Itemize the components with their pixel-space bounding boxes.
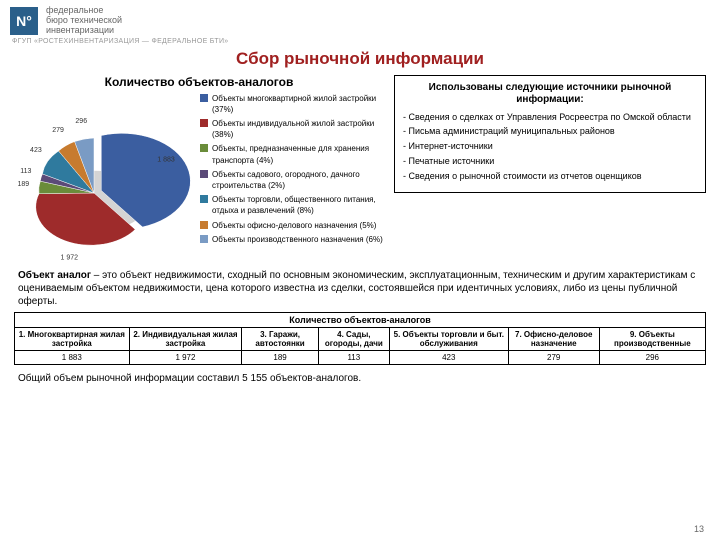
sources-title: Использованы следующие источники рыночно… (403, 82, 697, 106)
table-col-header: 1. Многоквартирная жилая застройка (15, 327, 130, 350)
analogs-table: Количество объектов-аналогов 1. Многоква… (14, 312, 706, 365)
pie-slice-label: 189 (18, 180, 30, 187)
pie-slice-label: 279 (52, 126, 64, 133)
page-number: 13 (694, 524, 704, 534)
table-row: 1 8831 972189113423279296 (15, 350, 706, 364)
legend-label: Объекты садового, огородного, дачного ст… (212, 169, 384, 191)
source-item: - Письма администраций муниципальных рай… (403, 126, 697, 137)
pie-slice-label: 423 (30, 147, 42, 154)
legend-item: Объекты офисно-делового назначения (5%) (200, 220, 384, 231)
legend-swatch (200, 221, 208, 229)
tagline: ФГУП «РОСТЕХИНВЕНТАРИЗАЦИЯ — ФЕДЕРАЛЬНОЕ… (12, 38, 710, 45)
table-cell: 423 (389, 350, 508, 364)
legend-swatch (200, 195, 208, 203)
table-cell: 279 (508, 350, 599, 364)
table-cell: 296 (599, 350, 705, 364)
pie-slice-label: 113 (20, 168, 31, 175)
definition-paragraph: Объект аналог – это объект недвижимости,… (0, 263, 720, 310)
source-item: - Сведения о сделках от Управления Росре… (403, 112, 697, 123)
legend-item: Объекты многоквартирной жилой застройки … (200, 93, 384, 115)
table-cell: 1 972 (129, 350, 242, 364)
table-cell: 189 (242, 350, 319, 364)
table-col-header: 9. Объекты производственные (599, 327, 705, 350)
definition-body: – это объект недвижимости, сходный по ос… (18, 270, 695, 307)
chart-column: Количество объектов-аналогов 1 8831 9721… (14, 75, 384, 263)
legend-label: Объекты, предназначенные для хранения тр… (212, 143, 384, 165)
source-item: - Интернет-источники (403, 141, 697, 152)
table-col-header: 4. Сады, огороды, дачи (318, 327, 389, 350)
sources-box: Использованы следующие источники рыночно… (394, 75, 706, 193)
legend-item: Объекты индивидуальной жилой застройки (… (200, 118, 384, 140)
pie-chart: 1 883 1 972 189 113 423 279 296 (14, 93, 194, 263)
table-body: 1 8831 972189113423279296 (15, 350, 706, 364)
sources-list: - Сведения о сделках от Управления Росре… (403, 112, 697, 182)
table-col-header: 2. Индивидуальная жилая застройка (129, 327, 242, 350)
org-name: федеральное бюро технической инвентариза… (46, 6, 122, 36)
legend-label: Объекты торговли, общественного питания,… (212, 194, 384, 216)
legend-item: Объекты, предназначенные для хранения тр… (200, 143, 384, 165)
table-col-header: 3. Гаражи, автостоянки (242, 327, 319, 350)
definition-term: Объект аналог (18, 270, 91, 281)
chart-title: Количество объектов-аналогов (14, 75, 384, 89)
table-cell: 1 883 (15, 350, 130, 364)
page-title: Сбор рыночной информации (0, 49, 720, 69)
logo-icon: N° (10, 7, 38, 35)
pie-slice-label: 1 883 (157, 156, 175, 163)
legend-item: Объекты садового, огородного, дачного ст… (200, 169, 384, 191)
legend-swatch (200, 94, 208, 102)
table-header-row: 1. Многоквартирная жилая застройка2. Инд… (15, 327, 706, 350)
table-col-header: 5. Объекты торговли и быт. обслуживания (389, 327, 508, 350)
pie-slice-label: 1 972 (61, 254, 79, 261)
legend-item: Объекты торговли, общественного питания,… (200, 194, 384, 216)
table-cell: 113 (318, 350, 389, 364)
legend-swatch (200, 119, 208, 127)
chart-legend: Объекты многоквартирной жилой застройки … (200, 93, 384, 248)
summary-text: Общий объем рыночной информации составил… (0, 367, 720, 390)
legend-swatch (200, 235, 208, 243)
legend-label: Объекты многоквартирной жилой застройки … (212, 93, 384, 115)
legend-swatch (200, 170, 208, 178)
source-item: - Печатные источники (403, 156, 697, 167)
legend-label: Объекты индивидуальной жилой застройки (… (212, 118, 384, 140)
org-line3: инвентаризации (46, 26, 122, 36)
pie-slice-label: 296 (75, 118, 87, 125)
legend-item: Объекты производственного назначения (6%… (200, 234, 384, 245)
table-caption: Количество объектов-аналогов (15, 312, 706, 327)
legend-label: Объекты офисно-делового назначения (5%) (212, 220, 376, 231)
table-col-header: 7. Офисно-деловое назначение (508, 327, 599, 350)
header: N° федеральное бюро технической инвентар… (0, 0, 720, 38)
legend-swatch (200, 144, 208, 152)
legend-label: Объекты производственного назначения (6%… (212, 234, 383, 245)
source-item: - Сведения о рыночной стоимости из отчет… (403, 171, 697, 182)
